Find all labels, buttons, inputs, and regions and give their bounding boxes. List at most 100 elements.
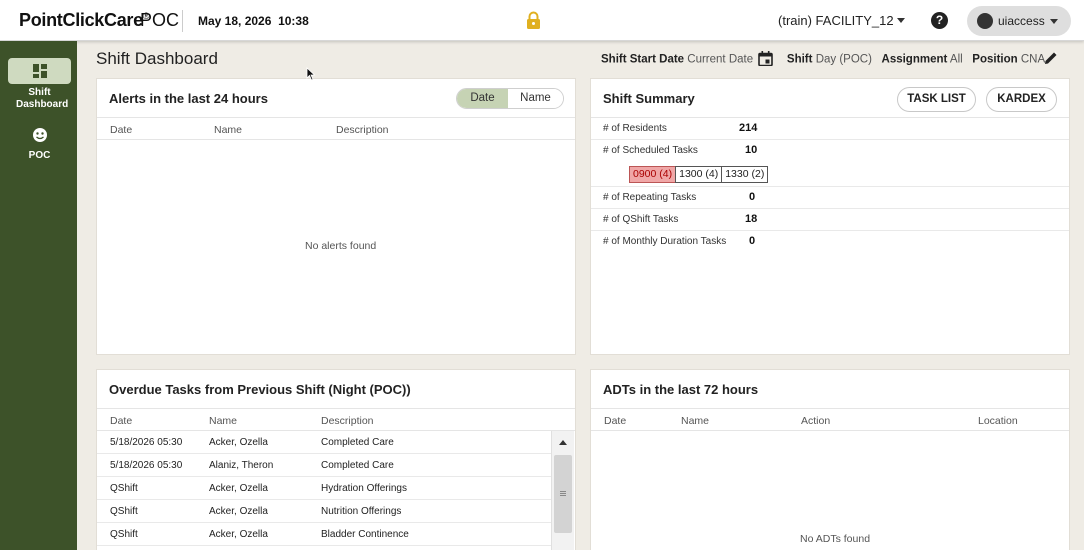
- row-description: Bladder Continence: [321, 529, 409, 540]
- facility-selector[interactable]: (train) FACILITY_12: [778, 13, 894, 28]
- help-icon[interactable]: ?: [931, 12, 948, 29]
- column-header-action[interactable]: Action: [801, 415, 831, 427]
- sort-toggle[interactable]: Date Name: [456, 88, 564, 109]
- row-description: Completed Care: [321, 460, 394, 471]
- time-slot[interactable]: 1330 (2): [721, 166, 769, 183]
- user-name: uiaccess: [998, 14, 1045, 28]
- row-name: Acker, Ozella: [209, 437, 268, 448]
- chevron-down-icon[interactable]: [897, 18, 905, 23]
- toggle-date[interactable]: Date: [457, 89, 508, 108]
- column-header-name[interactable]: Name: [209, 415, 238, 427]
- summary-label: # of Scheduled Tasks: [603, 145, 698, 156]
- summary-row-residents: # of Residents 214: [591, 118, 1069, 140]
- top-bar: PointClickCare® POC May 18, 2026 10:38 (…: [0, 0, 1084, 41]
- overdue-tasks-card: Overdue Tasks from Previous Shift (Night…: [96, 369, 576, 550]
- row-description: Nutrition Offerings: [321, 506, 402, 517]
- table-row[interactable]: QShift Acker, Ozella Nutrition Offerings: [97, 500, 552, 523]
- row-name: Acker, Ozella: [209, 529, 268, 540]
- column-header-location[interactable]: Location: [978, 415, 1018, 427]
- divider: [591, 430, 1069, 431]
- summary-row-scheduled: # of Scheduled Tasks 10: [591, 140, 1069, 162]
- scrollbar[interactable]: [551, 431, 574, 550]
- column-header-date[interactable]: Date: [110, 415, 133, 427]
- adts-title: ADTs in the last 72 hours: [603, 382, 759, 397]
- summary-label: # of Monthly Duration Tasks: [603, 236, 727, 247]
- lock-icon[interactable]: [526, 11, 541, 29]
- shift-filters[interactable]: Shift Start Date Current Date Shift Day …: [601, 51, 1045, 68]
- divider: [591, 408, 1069, 409]
- kardex-button[interactable]: KARDEX: [986, 87, 1057, 112]
- summary-value: 10: [745, 144, 758, 156]
- calendar-icon[interactable]: [758, 51, 774, 66]
- chevron-down-icon: [1050, 19, 1058, 24]
- column-header-name[interactable]: Name: [681, 415, 710, 427]
- summary-row-repeating: # of Repeating Tasks 0: [591, 187, 1069, 209]
- row-description: Completed Care: [321, 437, 394, 448]
- assignment-value: All: [949, 53, 963, 66]
- table-row[interactable]: QShift Acker, Ozella Bladder Continence: [97, 523, 552, 546]
- shift-label: Shift: [786, 53, 813, 66]
- summary-label: # of Residents: [603, 123, 667, 134]
- divider: [97, 117, 575, 118]
- summary-row-monthly: # of Monthly Duration Tasks 0: [591, 231, 1069, 253]
- position-value: CNA: [1020, 53, 1046, 66]
- column-header-description[interactable]: Description: [321, 415, 374, 427]
- column-header-description[interactable]: Description: [336, 124, 389, 136]
- column-header-date[interactable]: Date: [110, 124, 133, 136]
- summary-label: # of QShift Tasks: [603, 214, 679, 225]
- shift-start-label: Shift Start Date: [601, 53, 685, 66]
- overdue-title: Overdue Tasks from Previous Shift (Night…: [109, 382, 411, 397]
- row-date: QShift: [110, 506, 138, 517]
- page-title: Shift Dashboard: [96, 49, 218, 68]
- row-date: 5/18/2026 05:30: [110, 460, 183, 471]
- column-header-name[interactable]: Name: [214, 124, 243, 136]
- shift-summary-card: Shift Summary TASK LIST KARDEX # of Resi…: [590, 78, 1070, 355]
- row-date: QShift: [110, 483, 138, 494]
- grip-icon: [560, 491, 566, 492]
- account-icon: [977, 13, 993, 29]
- time-slot[interactable]: 0900 (4): [629, 166, 677, 183]
- position-label: Position: [972, 53, 1018, 66]
- time-slots: 0900 (4) 1300 (4) 1330 (2): [629, 166, 769, 183]
- sidebar-item-poc[interactable]: POC: [8, 125, 71, 162]
- empty-message: No alerts found: [305, 240, 377, 252]
- shift-summary-title: Shift Summary: [603, 91, 695, 106]
- summary-value: 0: [749, 235, 756, 247]
- summary-row-qshift: # of QShift Tasks 18: [591, 209, 1069, 231]
- summary-value: 214: [739, 122, 758, 134]
- face-icon: [33, 128, 47, 142]
- row-name: Acker, Ozella: [209, 483, 268, 494]
- sidebar-item-shift-dashboard[interactable]: Shift Dashboard: [8, 58, 71, 111]
- table-row[interactable]: 5/18/2026 05:30 Alaniz, Theron Completed…: [97, 454, 552, 477]
- dashboard-icon: [33, 64, 47, 78]
- row-description: Hydration Offerings: [321, 483, 407, 494]
- sidebar: Shift Dashboard POC: [0, 41, 77, 550]
- scheduled-slots-row: 0900 (4) 1300 (4) 1330 (2): [591, 162, 1069, 187]
- divider: [97, 139, 575, 140]
- adts-card: ADTs in the last 72 hours Date Name Acti…: [590, 369, 1070, 550]
- sidebar-item-label: POC: [28, 150, 51, 161]
- table-row[interactable]: QShift Acker, Ozella Hydration Offerings: [97, 477, 552, 500]
- divider: [97, 408, 575, 409]
- divider: [182, 10, 183, 32]
- divider: [591, 117, 1069, 118]
- alerts-title: Alerts in the last 24 hours: [109, 91, 268, 106]
- scroll-thumb[interactable]: [554, 455, 572, 533]
- brand-logo: PointClickCare®: [19, 10, 150, 30]
- row-date: 5/18/2026 05:30: [110, 437, 183, 448]
- user-menu-button[interactable]: uiaccess: [967, 6, 1071, 36]
- shift-value: Day (POC): [815, 53, 872, 66]
- edit-icon[interactable]: [1044, 51, 1058, 65]
- table-row[interactable]: 5/18/2026 05:30 Acker, Ozella Completed …: [97, 431, 552, 454]
- column-header-date[interactable]: Date: [604, 415, 627, 427]
- summary-value: 0: [749, 191, 756, 203]
- empty-message: No ADTs found: [800, 533, 871, 545]
- scroll-up-icon[interactable]: [559, 440, 567, 445]
- summary-value: 18: [745, 213, 758, 225]
- time-slot[interactable]: 1300 (4): [675, 166, 723, 183]
- row-name: Alaniz, Theron: [209, 460, 274, 471]
- row-name: Acker, Ozella: [209, 506, 268, 517]
- product-name: POC: [140, 10, 180, 30]
- task-list-button[interactable]: TASK LIST: [897, 87, 976, 112]
- toggle-name[interactable]: Name: [508, 89, 563, 108]
